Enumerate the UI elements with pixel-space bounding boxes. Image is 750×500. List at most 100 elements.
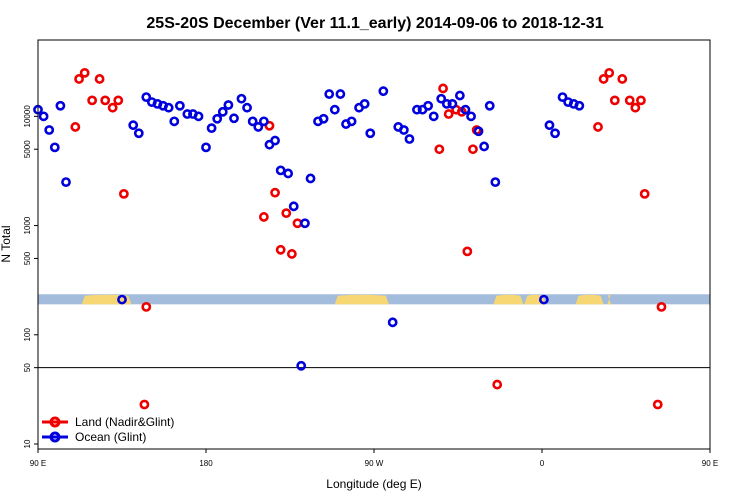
data-point: [87, 95, 98, 106]
data-point: [212, 113, 223, 124]
data-point: [462, 246, 473, 257]
data-point: [94, 74, 105, 84]
data-point: [305, 173, 316, 184]
data-point: [617, 74, 628, 84]
data-point: [490, 177, 501, 187]
data-point: [236, 93, 247, 104]
legend-label-ocean: Ocean (Glint): [75, 430, 146, 444]
land-patch: [575, 294, 604, 305]
data-point: [387, 317, 398, 328]
data-point: [296, 360, 307, 371]
data-point: [117, 294, 127, 305]
data-point: [193, 111, 204, 122]
data-point: [609, 95, 620, 106]
data-point: [636, 95, 646, 106]
data-point: [398, 125, 409, 135]
data-point: [538, 294, 549, 305]
x-axis-label: Longitude (deg E): [326, 477, 421, 491]
y-tick-label: 10000: [23, 105, 32, 128]
data-point: [206, 123, 217, 134]
data-point: [624, 95, 635, 106]
data-point: [288, 201, 299, 212]
data-point: [412, 104, 422, 115]
data-point: [404, 134, 415, 144]
x-axis: 90 E 180 90 W 0 90 E: [30, 449, 718, 468]
legend-marker-ocean: [49, 431, 61, 443]
legend: Land (Nadir&Glint) Ocean (Glint): [42, 415, 174, 444]
series-ocean: [33, 86, 585, 371]
data-point: [201, 142, 211, 153]
data-point: [557, 92, 568, 103]
data-point: [270, 135, 280, 146]
data-point: [466, 111, 476, 122]
x-tick-label: 180: [199, 459, 213, 468]
data-point: [229, 113, 239, 124]
x-tick-label: 90 E: [702, 459, 718, 468]
data-points: [33, 67, 667, 410]
data-point: [359, 98, 370, 109]
data-point: [593, 122, 603, 132]
data-point: [378, 86, 389, 97]
data-point: [365, 128, 376, 139]
data-point: [329, 104, 340, 115]
data-point: [292, 218, 303, 229]
data-point: [441, 98, 452, 109]
data-point: [38, 111, 49, 122]
land-patch: [493, 294, 524, 305]
data-point: [286, 249, 297, 259]
data-point: [300, 218, 310, 229]
data-point: [630, 102, 641, 113]
data-point: [258, 116, 269, 127]
data-point: [270, 187, 280, 198]
data-point: [61, 177, 71, 187]
data-point: [141, 92, 152, 103]
chart-title: 25S-20S December (Ver 11.1_early) 2014-0…: [146, 15, 603, 32]
data-point: [169, 116, 180, 127]
y-tick-label: 50: [23, 363, 32, 372]
data-point: [574, 100, 585, 111]
data-point: [598, 74, 609, 84]
data-point: [182, 109, 193, 119]
data-point: [275, 165, 286, 176]
land-patch: [607, 294, 612, 305]
data-point: [492, 379, 503, 390]
y-axis: 10 50 100 500 1000 5000 10000: [23, 105, 38, 448]
data-point: [174, 100, 185, 111]
y-tick-label: 5000: [23, 140, 32, 158]
data-point: [473, 126, 484, 137]
data-point: [74, 74, 84, 84]
data-point: [656, 302, 667, 312]
data-point: [281, 208, 292, 219]
x-tick-label: 0: [540, 459, 545, 468]
data-point: [604, 67, 615, 78]
data-point: [70, 122, 81, 132]
data-point: [423, 100, 434, 111]
data-point: [100, 95, 111, 106]
data-point: [652, 399, 663, 410]
data-point: [163, 102, 174, 113]
data-point: [217, 106, 228, 117]
data-point: [447, 98, 458, 109]
data-point: [346, 116, 357, 127]
data-point: [242, 102, 252, 113]
data-point: [247, 116, 258, 127]
data-point: [324, 89, 335, 99]
x-tick-label: 90 W: [365, 459, 384, 468]
y-tick-label: 10: [23, 439, 32, 448]
data-point: [113, 95, 124, 106]
data-point: [253, 122, 264, 132]
data-point: [454, 90, 465, 101]
data-point: [128, 120, 139, 131]
data-point: [283, 168, 294, 179]
legend-marker-land: [49, 416, 61, 428]
data-point: [434, 144, 445, 155]
data-point: [55, 100, 66, 111]
y-tick-label: 100: [23, 328, 32, 342]
data-point: [258, 212, 269, 222]
y-axis-label: N Total: [0, 225, 13, 262]
data-point: [275, 244, 286, 255]
data-point: [428, 111, 439, 122]
data-point: [133, 128, 144, 139]
data-point: [139, 399, 150, 410]
